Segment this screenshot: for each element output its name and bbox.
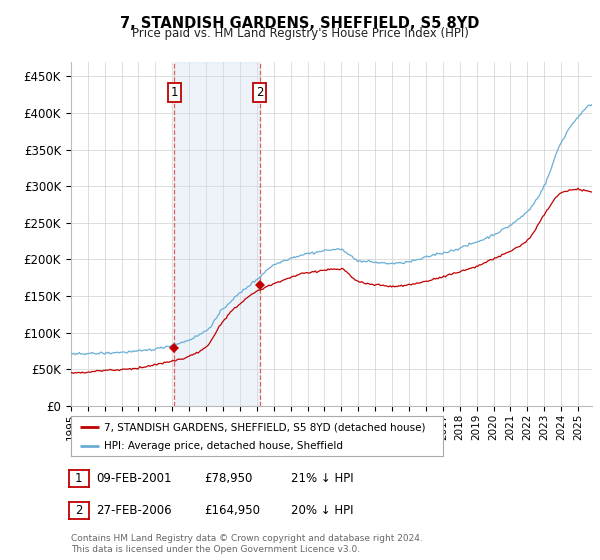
Text: 2: 2	[75, 504, 83, 517]
Text: 27-FEB-2006: 27-FEB-2006	[96, 504, 172, 517]
Text: 20% ↓ HPI: 20% ↓ HPI	[291, 504, 353, 517]
Text: 7, STANDISH GARDENS, SHEFFIELD, S5 8YD: 7, STANDISH GARDENS, SHEFFIELD, S5 8YD	[121, 16, 479, 31]
Text: This data is licensed under the Open Government Licence v3.0.: This data is licensed under the Open Gov…	[71, 545, 360, 554]
Bar	[174, 62, 260, 406]
Text: 7, STANDISH GARDENS, SHEFFIELD, S5 8YD (detached house): 7, STANDISH GARDENS, SHEFFIELD, S5 8YD (…	[104, 422, 426, 432]
Text: £164,950: £164,950	[204, 504, 260, 517]
Text: HPI: Average price, detached house, Sheffield: HPI: Average price, detached house, Shef…	[104, 441, 343, 451]
Text: 1: 1	[170, 86, 178, 99]
Text: 21% ↓ HPI: 21% ↓ HPI	[291, 472, 353, 486]
Text: Price paid vs. HM Land Registry's House Price Index (HPI): Price paid vs. HM Land Registry's House …	[131, 27, 469, 40]
Text: 2: 2	[256, 86, 263, 99]
Text: 1: 1	[75, 472, 83, 486]
Text: £78,950: £78,950	[204, 472, 253, 486]
Text: 09-FEB-2001: 09-FEB-2001	[96, 472, 172, 486]
Text: Contains HM Land Registry data © Crown copyright and database right 2024.: Contains HM Land Registry data © Crown c…	[71, 534, 422, 543]
